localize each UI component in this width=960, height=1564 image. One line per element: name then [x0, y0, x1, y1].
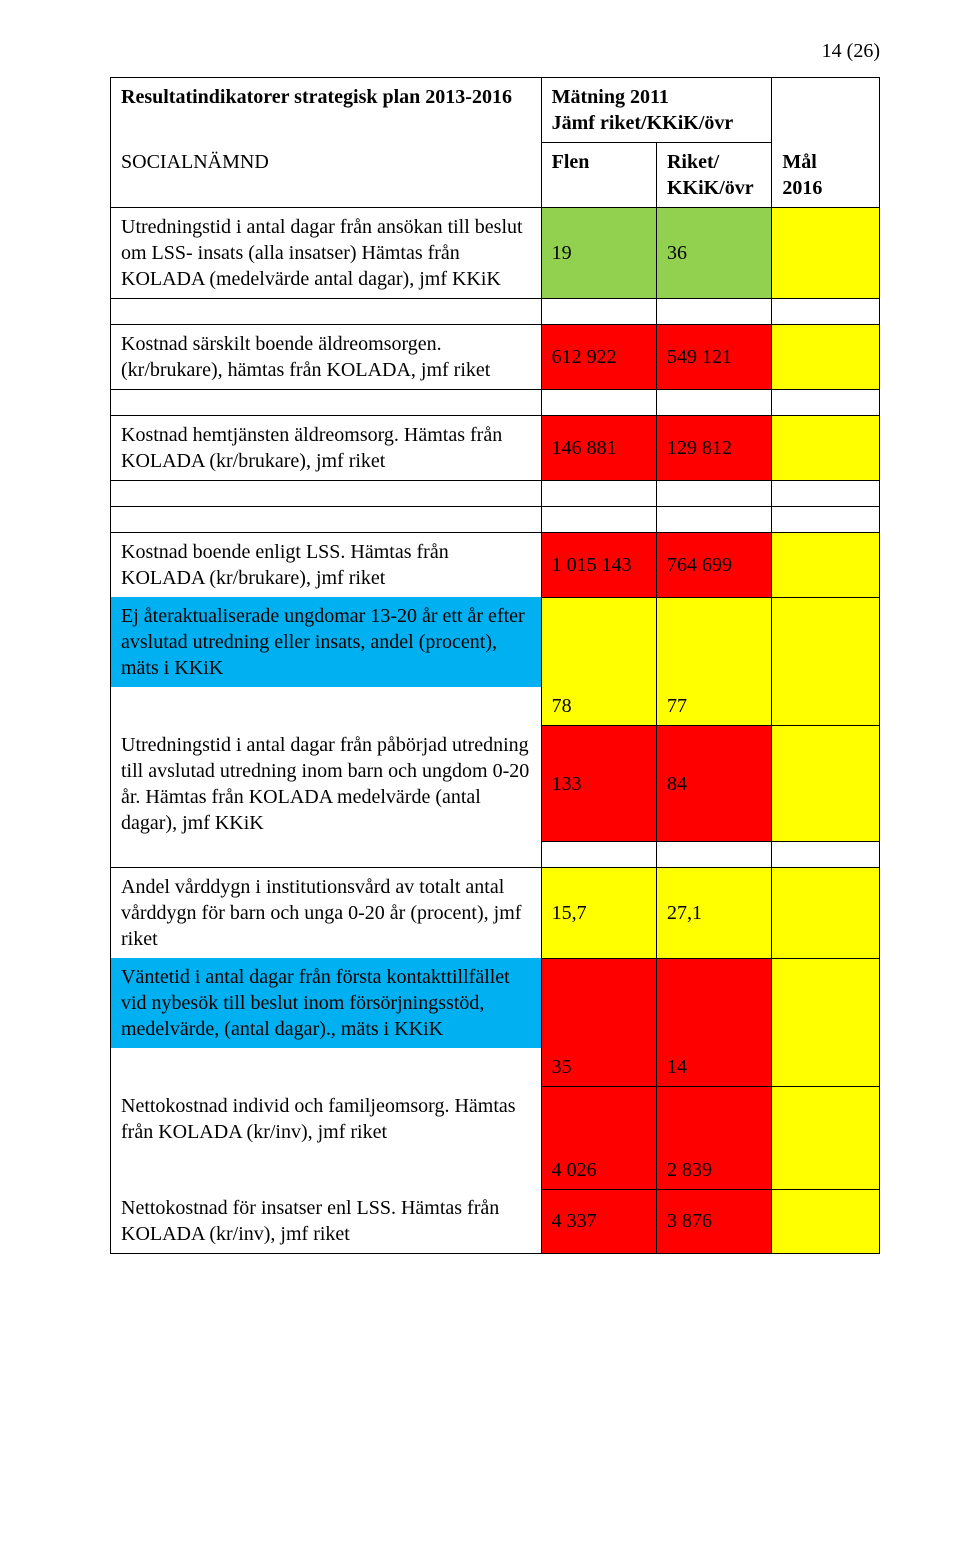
col-riket: Riket/ KKiK/övr [656, 143, 771, 208]
spacer-row [111, 390, 880, 416]
header-meas-top: Mätning 2011 Jämf riket/KKiK/övr [541, 78, 772, 143]
goal-cell [772, 958, 880, 1048]
page-number: 14 (26) [110, 40, 880, 63]
indicator-table: Resultatindikatorer strategisk plan 2013… [110, 77, 880, 1254]
goal-cell [772, 325, 880, 390]
indicator-desc: Ej återaktualiserade ungdomar 13-20 år e… [111, 597, 542, 687]
riket-value: 3 876 [656, 1189, 771, 1254]
goal-cell [772, 533, 880, 598]
indicator-desc: Kostnad särskilt boende äldreomsorgen. (… [111, 325, 542, 390]
riket-value: 549 121 [656, 325, 771, 390]
table-row-values: 35 14 [111, 1048, 880, 1087]
col-goal: Mål 2016 [772, 143, 880, 208]
riket-value: 84 [656, 726, 771, 842]
spacer-row [111, 481, 880, 507]
flen-value: 1 015 143 [541, 533, 656, 598]
flen-empty [541, 1087, 656, 1151]
spacer-row [111, 299, 880, 325]
header-goal-empty [772, 78, 880, 143]
flen-value: 4 026 [541, 1151, 656, 1190]
goal-cell [772, 1087, 880, 1151]
goal-cell [772, 208, 880, 299]
table-row: Nettokostnad individ och familjeomsorg. … [111, 1087, 880, 1151]
header-row-1: Resultatindikatorer strategisk plan 2013… [111, 78, 880, 143]
riket-value: 129 812 [656, 416, 771, 481]
indicator-desc: Utredningstid i antal dagar från påbörja… [111, 726, 542, 842]
table-row: Utredningstid i antal dagar från ansökan… [111, 208, 880, 299]
desc-tail [111, 1048, 542, 1087]
goal-cell [772, 687, 880, 726]
indicator-desc: Kostnad boende enligt LSS. Hämtas från K… [111, 533, 542, 598]
table-row-values: 4 026 2 839 [111, 1151, 880, 1190]
indicator-desc: Väntetid i antal dagar från första konta… [111, 958, 542, 1048]
table-row: Ej återaktualiserade ungdomar 13-20 år e… [111, 597, 880, 687]
table-row: Väntetid i antal dagar från första konta… [111, 958, 880, 1048]
indicator-desc: Andel vårddygn i institutionsvård av tot… [111, 868, 542, 959]
indicator-desc: Nettokostnad för insatser enl LSS. Hämta… [111, 1189, 542, 1254]
riket-value: 2 839 [656, 1151, 771, 1190]
table-row: Kostnad boende enligt LSS. Hämtas från K… [111, 533, 880, 598]
goal-cell [772, 597, 880, 687]
desc-tail [111, 687, 542, 726]
goal-cell [772, 1151, 880, 1190]
flen-value: 146 881 [541, 416, 656, 481]
header-dept: SOCIALNÄMND [111, 143, 542, 208]
riket-empty [656, 1087, 771, 1151]
table-row: Kostnad hemtjänsten äldreomsorg. Hämtas … [111, 416, 880, 481]
flen-value: 35 [541, 1048, 656, 1087]
flen-value: 612 922 [541, 325, 656, 390]
spacer-row [111, 507, 880, 533]
riket-empty [656, 958, 771, 1048]
desc-tail [111, 1151, 542, 1190]
page: 14 (26) Resultatindikatorer strategisk p… [0, 0, 960, 1274]
table-row: Kostnad särskilt boende äldreomsorgen. (… [111, 325, 880, 390]
table-row-values: 78 77 [111, 687, 880, 726]
flen-value: 78 [541, 687, 656, 726]
indicator-desc: Nettokostnad individ och familjeomsorg. … [111, 1087, 542, 1151]
indicator-desc: Utredningstid i antal dagar från ansökan… [111, 208, 542, 299]
header-title: Resultatindikatorer strategisk plan 2013… [111, 78, 542, 143]
goal-cell [772, 726, 880, 842]
riket-value: 27,1 [656, 868, 771, 959]
riket-value: 77 [656, 687, 771, 726]
indicator-desc: Kostnad hemtjänsten äldreomsorg. Hämtas … [111, 416, 542, 481]
flen-empty [541, 958, 656, 1048]
table-row: Andel vårddygn i institutionsvård av tot… [111, 868, 880, 959]
flen-value: 19 [541, 208, 656, 299]
goal-cell [772, 1048, 880, 1087]
goal-cell [772, 1189, 880, 1254]
riket-value: 14 [656, 1048, 771, 1087]
spacer-row [111, 842, 880, 868]
riket-value: 36 [656, 208, 771, 299]
header-row-2: SOCIALNÄMND Flen Riket/ KKiK/övr Mål 201… [111, 143, 880, 208]
riket-empty [656, 597, 771, 687]
flen-value: 4 337 [541, 1189, 656, 1254]
goal-cell [772, 868, 880, 959]
col-flen: Flen [541, 143, 656, 208]
flen-value: 133 [541, 726, 656, 842]
table-row: Nettokostnad för insatser enl LSS. Hämta… [111, 1189, 880, 1254]
goal-cell [772, 416, 880, 481]
flen-value: 15,7 [541, 868, 656, 959]
riket-value: 764 699 [656, 533, 771, 598]
flen-empty [541, 597, 656, 687]
table-row: Utredningstid i antal dagar från påbörja… [111, 726, 880, 842]
